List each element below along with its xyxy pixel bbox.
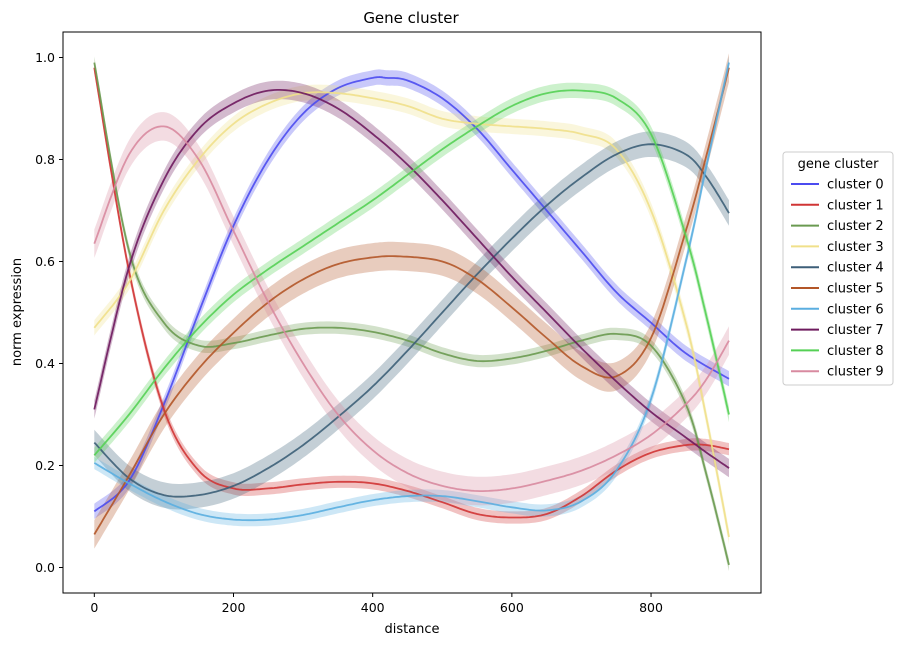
line-cluster-8 <box>93 89 730 456</box>
y-tick-label: 0.0 <box>35 560 55 575</box>
legend-label-cluster-1: cluster 1 <box>827 198 884 213</box>
legend: gene cluster cluster 0 cluster 1 cluster 2… <box>782 151 894 386</box>
series-lines <box>93 62 730 566</box>
y-axis-ticks: 0.0 0.2 0.4 0.6 0.8 1.0 <box>35 50 63 575</box>
legend-label-cluster-2: cluster 2 <box>827 219 884 234</box>
band-cluster-7 <box>94 80 730 478</box>
legend-label-cluster-3: cluster 3 <box>827 240 884 255</box>
legend-label-cluster-6: cluster 6 <box>827 302 884 317</box>
x-axis-ticks: 0 200 400 600 800 <box>90 593 663 615</box>
legend-label-cluster-9: cluster 9 <box>827 365 884 380</box>
line-cluster-7 <box>93 89 730 469</box>
y-tick-label: 0.2 <box>35 458 55 473</box>
x-tick-label: 400 <box>361 600 385 615</box>
line-cluster-3 <box>93 91 730 538</box>
legend-label-cluster-8: cluster 8 <box>827 344 884 359</box>
plot-area-frame <box>62 31 762 594</box>
y-tick-label: 0.4 <box>35 356 55 371</box>
line-cluster-2 <box>93 62 730 566</box>
legend-label-cluster-5: cluster 5 <box>827 282 884 297</box>
x-axis-label: distance <box>384 622 439 637</box>
legend-box <box>782 151 894 386</box>
line-cluster-0 <box>93 76 730 513</box>
legend-label-cluster-0: cluster 0 <box>827 178 884 193</box>
y-tick-label: 0.6 <box>35 254 55 269</box>
y-tick-label: 1.0 <box>35 50 55 65</box>
y-axis-label: norm expression <box>10 258 25 366</box>
x-tick-label: 200 <box>222 600 246 615</box>
legend-label-cluster-4: cluster 4 <box>827 261 884 276</box>
chart-title: Gene cluster <box>363 9 459 27</box>
legend-label-cluster-7: cluster 7 <box>827 323 884 338</box>
line-cluster-9 <box>93 125 730 493</box>
y-tick-label: 0.8 <box>35 152 55 167</box>
line-cluster-6 <box>93 62 730 522</box>
legend-items: cluster 0 cluster 1 cluster 2 cluster 3 clus… <box>791 178 884 380</box>
x-tick-label: 600 <box>500 600 524 615</box>
x-tick-label: 0 <box>90 600 98 615</box>
line-cluster-5 <box>93 67 730 535</box>
legend-title: gene cluster <box>798 157 879 172</box>
x-tick-label: 800 <box>639 600 663 615</box>
band-cluster-0 <box>94 69 730 520</box>
confidence-bands <box>94 53 730 572</box>
line-cluster-4 <box>93 143 730 498</box>
